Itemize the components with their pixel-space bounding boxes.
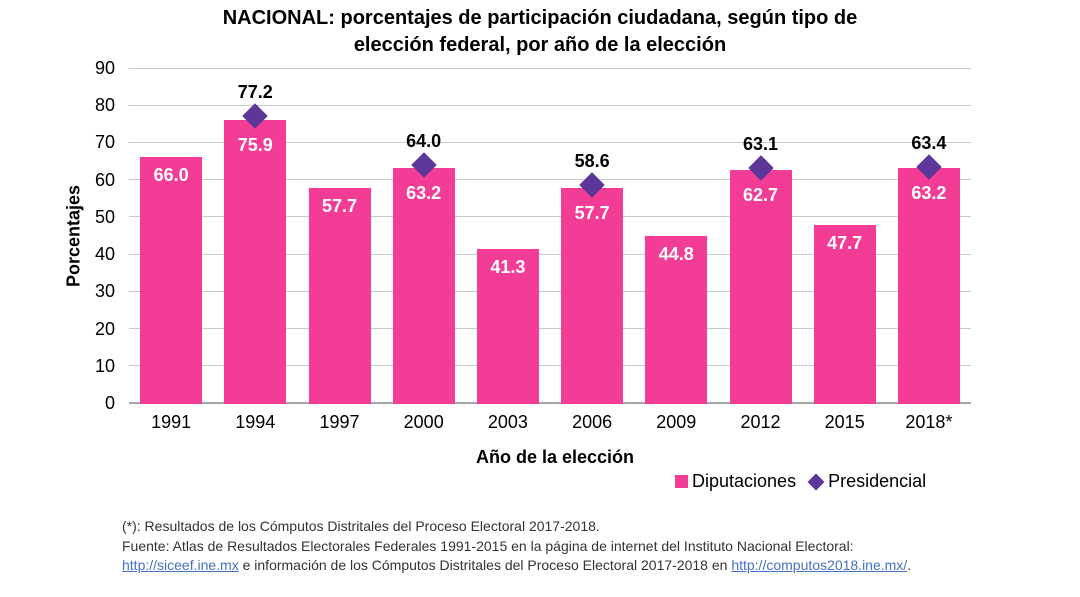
x-tick-label-2000: 2000 <box>403 412 444 432</box>
x-tick-label-2009: 2009 <box>656 412 697 432</box>
x-tick-label-2018*: 2018* <box>905 412 953 432</box>
siceef-link[interactable]: http://siceef.ine.mx <box>122 557 239 573</box>
bar-2009 <box>645 236 708 404</box>
gridline-60 <box>129 179 971 181</box>
bar-1994 <box>224 120 287 404</box>
bar-swatch-icon <box>675 475 688 488</box>
y-tick-label-50: 50 <box>94 206 115 227</box>
legend-item-presidencial: Presidencial <box>807 471 927 492</box>
gridline-10 <box>129 365 971 367</box>
marker-value-label-2018*: 63.4 <box>911 133 947 153</box>
gridline-40 <box>129 253 971 255</box>
x-axis-title: Año de la elección <box>475 447 635 467</box>
x-axis-line <box>129 402 971 404</box>
marker-value-label-1994: 77.2 <box>237 81 273 102</box>
footnote-line2: Fuente: Atlas de Resultados Electorales … <box>122 537 854 554</box>
bar-value-label-2006: 57.7 <box>574 203 610 224</box>
y-axis-title: Porcentajes <box>63 184 84 288</box>
gridline-70 <box>129 141 971 143</box>
x-tick-label-1991: 1991 <box>151 412 192 432</box>
y-tick-label-80: 80 <box>94 95 115 116</box>
bar-value-label-1994: 75.9 <box>237 135 273 156</box>
marker-value-label-2006: 58.6 <box>574 150 610 171</box>
legend-item-diputaciones: Diputaciones <box>675 471 796 492</box>
gridline-20 <box>129 328 971 330</box>
bar-value-label-2003: 41.3 <box>490 257 526 278</box>
footnotes: (*): Resultados de los Cómputos Distrita… <box>122 517 911 576</box>
y-tick-label-70: 70 <box>94 132 115 153</box>
gridline-80 <box>129 104 971 106</box>
gridline-90 <box>129 67 971 69</box>
y-tick-label-90: 90 <box>94 58 115 78</box>
diamond-swatch-icon <box>807 473 825 490</box>
y-tick-label-0: 0 <box>104 393 115 413</box>
bar-value-label-1991: 66.0 <box>153 165 189 186</box>
bar-2012 <box>729 169 792 404</box>
x-tick-label-1994: 1994 <box>235 412 276 432</box>
marker-value-label-2012: 63.1 <box>742 134 779 155</box>
bar-value-label-2015: 47.7 <box>827 233 863 254</box>
chart-title: NACIONAL: porcentajes de participación c… <box>90 5 990 59</box>
footnote-line3-end: . <box>907 557 912 573</box>
bar-value-label-2012: 62.7 <box>742 184 779 205</box>
bar-value-label-2000: 63.2 <box>406 182 442 203</box>
x-tick-label-2015: 2015 <box>824 412 865 432</box>
marker-value-label-2000: 64.0 <box>406 130 442 151</box>
bar-1997 <box>308 188 371 404</box>
computos2018-link[interactable]: http://computos2018.ine.mx/ <box>731 557 908 573</box>
y-tick-label-40: 40 <box>94 244 115 265</box>
gridline-50 <box>129 216 971 218</box>
x-tick-label-2003: 2003 <box>487 412 528 432</box>
legend-label-presidencial: Presidencial <box>828 471 927 491</box>
x-tick-label-1997: 1997 <box>319 412 360 432</box>
footnote-line3: http://siceef.ine.mx e información de lo… <box>122 556 911 576</box>
y-tick-label-60: 60 <box>94 169 115 190</box>
bar-2006 <box>561 188 624 404</box>
bar-2018* <box>897 167 960 404</box>
bar-value-label-2009: 44.8 <box>658 244 694 265</box>
bar-1991 <box>140 157 203 404</box>
y-tick-label-10: 10 <box>94 355 115 376</box>
gridline-30 <box>129 290 971 292</box>
bar-2015 <box>813 225 876 404</box>
footnote-line3-mid: e información de los Cómputos Distritale… <box>238 557 732 573</box>
chart-title-line1: NACIONAL: porcentajes de participación c… <box>222 7 858 29</box>
footnote-line1: (*): Resultados de los Cómputos Distrita… <box>122 518 600 534</box>
x-tick-label-2006: 2006 <box>572 412 613 432</box>
bar-2003 <box>476 249 539 404</box>
chart-title-line2: elección federal, por año de la elección <box>353 34 727 56</box>
x-tick-label-2012: 2012 <box>740 412 781 432</box>
bar-value-label-2018*: 63.2 <box>911 182 947 203</box>
legend: Diputaciones Presidencial <box>675 471 926 492</box>
y-tick-label-30: 30 <box>94 281 115 302</box>
bar-value-label-1997: 57.7 <box>321 196 358 217</box>
y-tick-label-20: 20 <box>94 318 115 339</box>
legend-label-diputaciones: Diputaciones <box>692 471 797 491</box>
bar-2000 <box>392 167 455 404</box>
